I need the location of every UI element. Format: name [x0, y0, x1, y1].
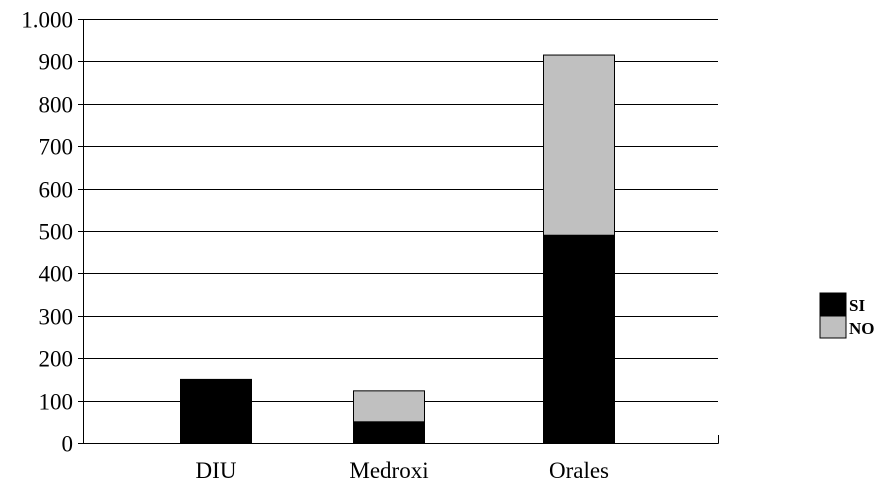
legend-swatch-si — [819, 292, 847, 316]
legend-swatch-no — [819, 315, 847, 339]
x-tick-label: Medroxi — [349, 458, 428, 483]
bar-no-orales — [543, 54, 615, 236]
axes — [83, 19, 719, 444]
y-tick-label: 0 — [62, 432, 74, 457]
bar-si-diu — [180, 378, 252, 444]
bar-si-medroxi — [353, 421, 425, 444]
x-tick-label: Orales — [549, 458, 609, 483]
y-tick-label: 400 — [39, 262, 74, 287]
bar-si-orales — [543, 234, 615, 444]
y-tick-label: 900 — [39, 50, 74, 75]
bars — [180, 54, 615, 444]
y-tick-label: 500 — [39, 220, 74, 245]
y-axis-ticks: 0 100 200 300 400 500 600 700 800 900 1.000 — [21, 8, 83, 457]
x-axis-labels: DIU Medroxi Orales — [196, 458, 610, 483]
legend-label-si: SI — [849, 296, 865, 315]
bar-no-medroxi — [353, 390, 425, 423]
y-tick-label: 800 — [39, 93, 74, 118]
y-tick-label: 600 — [39, 178, 74, 203]
x-tick-label: DIU — [196, 458, 237, 483]
y-tick-label: 200 — [39, 347, 74, 372]
y-tick-label: 100 — [39, 390, 74, 415]
gridlines — [83, 19, 718, 402]
y-tick-label: 300 — [39, 305, 74, 330]
legend-label-no: NO — [849, 319, 875, 338]
y-tick-label: 1.000 — [21, 8, 73, 33]
legend: SI NO — [819, 292, 875, 339]
y-tick-label: 700 — [39, 135, 74, 160]
